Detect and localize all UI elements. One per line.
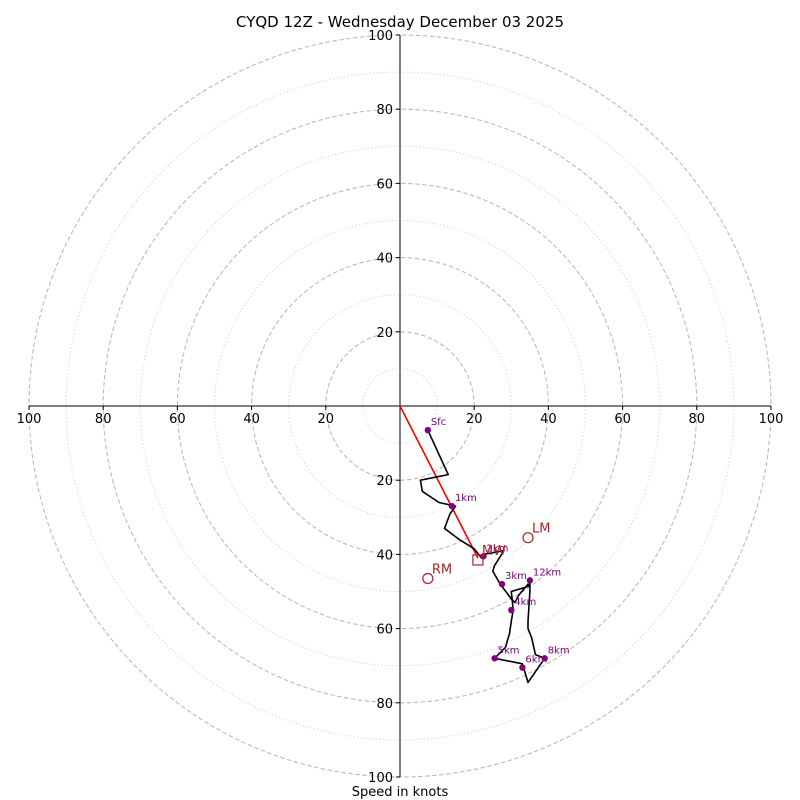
- storm-motion-vector: [399, 405, 479, 559]
- height-marker-label: 1km: [455, 493, 477, 504]
- storm-motion-marker: [522, 532, 534, 544]
- tick-labels: 100 80 60 40 20 20 40 60 80 100 100 80 60 40 20 20 40 60 8…: [17, 29, 784, 786]
- height-marker-label: 8km: [548, 645, 570, 656]
- y-tick-label: 100: [368, 771, 393, 786]
- y-tick-label: 80: [376, 697, 393, 712]
- height-marker-label: 12km: [533, 567, 561, 578]
- mean-wind-marker: [472, 554, 484, 566]
- height-marker-label: 4km: [514, 597, 536, 608]
- height-marker-point: [491, 655, 498, 662]
- y-tick-label: 20: [376, 326, 393, 341]
- storm-motion-label: RM: [432, 563, 452, 578]
- storm-motion-label: LM: [532, 522, 550, 537]
- y-tick-label: 80: [376, 103, 393, 118]
- height-marker-label: 6km: [525, 655, 547, 666]
- height-marker-point: [448, 502, 456, 510]
- y-tick-label: 20: [376, 474, 393, 489]
- height-marker-point: [541, 655, 548, 662]
- x-tick-label: 20: [318, 412, 335, 427]
- height-marker-point: [519, 664, 526, 671]
- x-tick-label: 80: [689, 412, 706, 427]
- x-tick-label: 40: [540, 412, 557, 427]
- y-tick-label: 60: [376, 177, 393, 192]
- y-tick-label: 40: [376, 548, 393, 563]
- height-marker-label: Sfc: [431, 417, 446, 428]
- x-tick-label: 60: [169, 412, 186, 427]
- x-tick-label: 80: [95, 412, 112, 427]
- storm-motion-markers: LM RM MW: [422, 522, 550, 585]
- x-tick-label: 60: [614, 412, 631, 427]
- x-tick-label: 100: [759, 412, 784, 427]
- storm-motion-label: MW: [482, 544, 506, 559]
- x-tick-label: 100: [17, 412, 42, 427]
- y-tick-label: 40: [376, 252, 393, 267]
- height-marker-label: 2km: [486, 543, 508, 554]
- height-marker-point: [424, 426, 432, 434]
- chart-title: CYQD 12Z - Wednesday December 03 2025: [236, 13, 564, 31]
- y-tick-label: 60: [376, 623, 393, 638]
- height-marker-label: 5km: [498, 645, 520, 656]
- x-tick-label: 40: [243, 412, 260, 427]
- storm-motion-marker: [422, 572, 434, 585]
- height-marker-point: [526, 577, 534, 584]
- height-marker-label: 3km: [505, 571, 527, 582]
- y-tick-label: 100: [368, 29, 393, 44]
- height-marker-point: [508, 606, 515, 614]
- height-marker-point: [498, 580, 506, 588]
- x-tick-label: 20: [466, 412, 483, 427]
- x-axis-label: Speed in knots: [352, 785, 449, 800]
